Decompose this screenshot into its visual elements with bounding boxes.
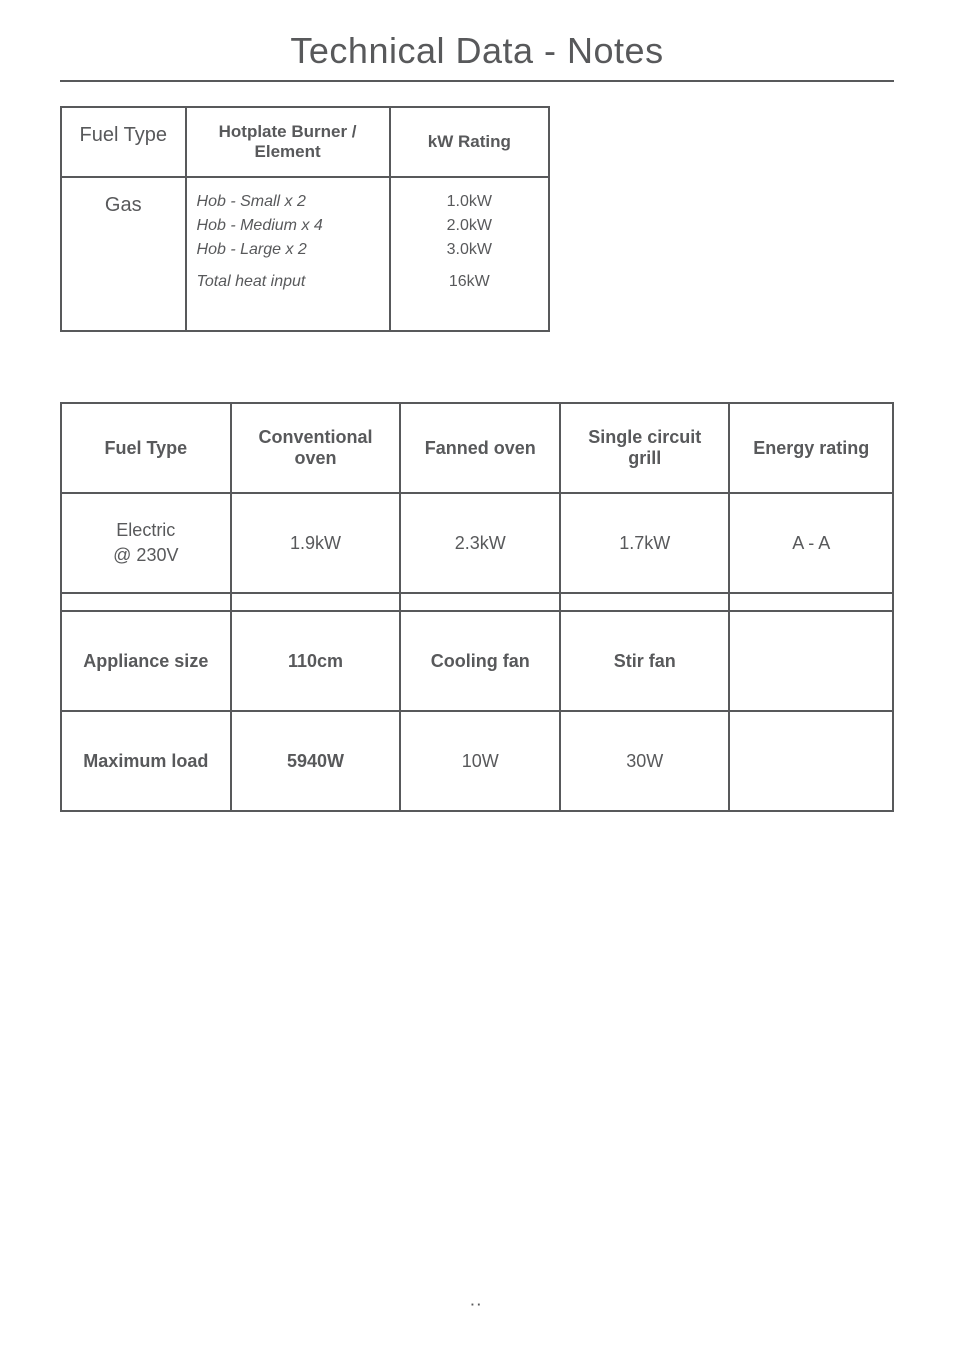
total-heat-label: Total heat input <box>197 270 379 294</box>
header-conv-oven: Conventional oven <box>231 403 401 493</box>
hob-small: Hob - Small x 2 <box>197 190 379 214</box>
header-single-grill: Single circuit grill <box>560 403 729 493</box>
spacer-row <box>61 593 893 611</box>
hotplate-table: Fuel Type Hotplate Burner / Element kW R… <box>60 106 550 332</box>
cell-max-load: 5940W <box>231 711 401 811</box>
hob-large: Hob - Large x 2 <box>197 238 379 262</box>
cell-stir-fan: 30W <box>560 711 729 811</box>
page-number: ·· <box>0 1297 954 1312</box>
cell-appliance-size-label: Appliance size <box>61 611 231 711</box>
kw-small: 1.0kW <box>401 190 538 214</box>
header-kw-rating: kW Rating <box>390 107 549 177</box>
table-row: Appliance size 110cm Cooling fan Stir fa… <box>61 611 893 711</box>
cell-max-load-label: Maximum load <box>61 711 231 811</box>
page-title: Technical Data - Notes <box>60 30 894 82</box>
cell-kw-list: 1.0kW 2.0kW 3.0kW 16kW <box>390 177 549 331</box>
cell-fuel-type: Gas <box>61 177 186 331</box>
oven-table: Fuel Type Conventional oven Fanned oven … <box>60 402 894 812</box>
header-fuel-type: Fuel Type <box>61 107 186 177</box>
kw-total: 16kW <box>401 270 538 294</box>
hob-medium: Hob - Medium x 4 <box>197 214 379 238</box>
spacer-cell <box>61 593 231 611</box>
electric-line1: Electric <box>72 518 220 543</box>
cell-appliance-size: 110cm <box>231 611 401 711</box>
header-stir-fan: Stir fan <box>560 611 729 711</box>
kw-large: 3.0kW <box>401 238 538 262</box>
spacer-cell <box>400 593 560 611</box>
empty-cell <box>729 711 893 811</box>
header-fanned-oven: Fanned oven <box>400 403 560 493</box>
header-fuel-type: Fuel Type <box>61 403 231 493</box>
spacer-cell <box>231 593 401 611</box>
cell-fanned-oven: 2.3kW <box>400 493 560 593</box>
table-row: Gas Hob - Small x 2 Hob - Medium x 4 Hob… <box>61 177 549 331</box>
cell-electric-label: Electric @ 230V <box>61 493 231 593</box>
cell-cooling-fan: 10W <box>400 711 560 811</box>
electric-line2: @ 230V <box>72 543 220 568</box>
empty-cell <box>729 611 893 711</box>
kw-medium: 2.0kW <box>401 214 538 238</box>
spacer-cell <box>560 593 729 611</box>
cell-hob-list: Hob - Small x 2 Hob - Medium x 4 Hob - L… <box>186 177 390 331</box>
table-header-row: Fuel Type Conventional oven Fanned oven … <box>61 403 893 493</box>
table-header-row: Fuel Type Hotplate Burner / Element kW R… <box>61 107 549 177</box>
header-cooling-fan: Cooling fan <box>400 611 560 711</box>
header-hotplate: Hotplate Burner / Element <box>186 107 390 177</box>
cell-energy-rating: A - A <box>729 493 893 593</box>
page-container: Technical Data - Notes Fuel Type Hotplat… <box>0 0 954 812</box>
cell-single-grill: 1.7kW <box>560 493 729 593</box>
cell-conv-oven: 1.9kW <box>231 493 401 593</box>
spacer-cell <box>729 593 893 611</box>
header-energy-rating: Energy rating <box>729 403 893 493</box>
table-row: Maximum load 5940W 10W 30W <box>61 711 893 811</box>
table-row: Electric @ 230V 1.9kW 2.3kW 1.7kW A - A <box>61 493 893 593</box>
